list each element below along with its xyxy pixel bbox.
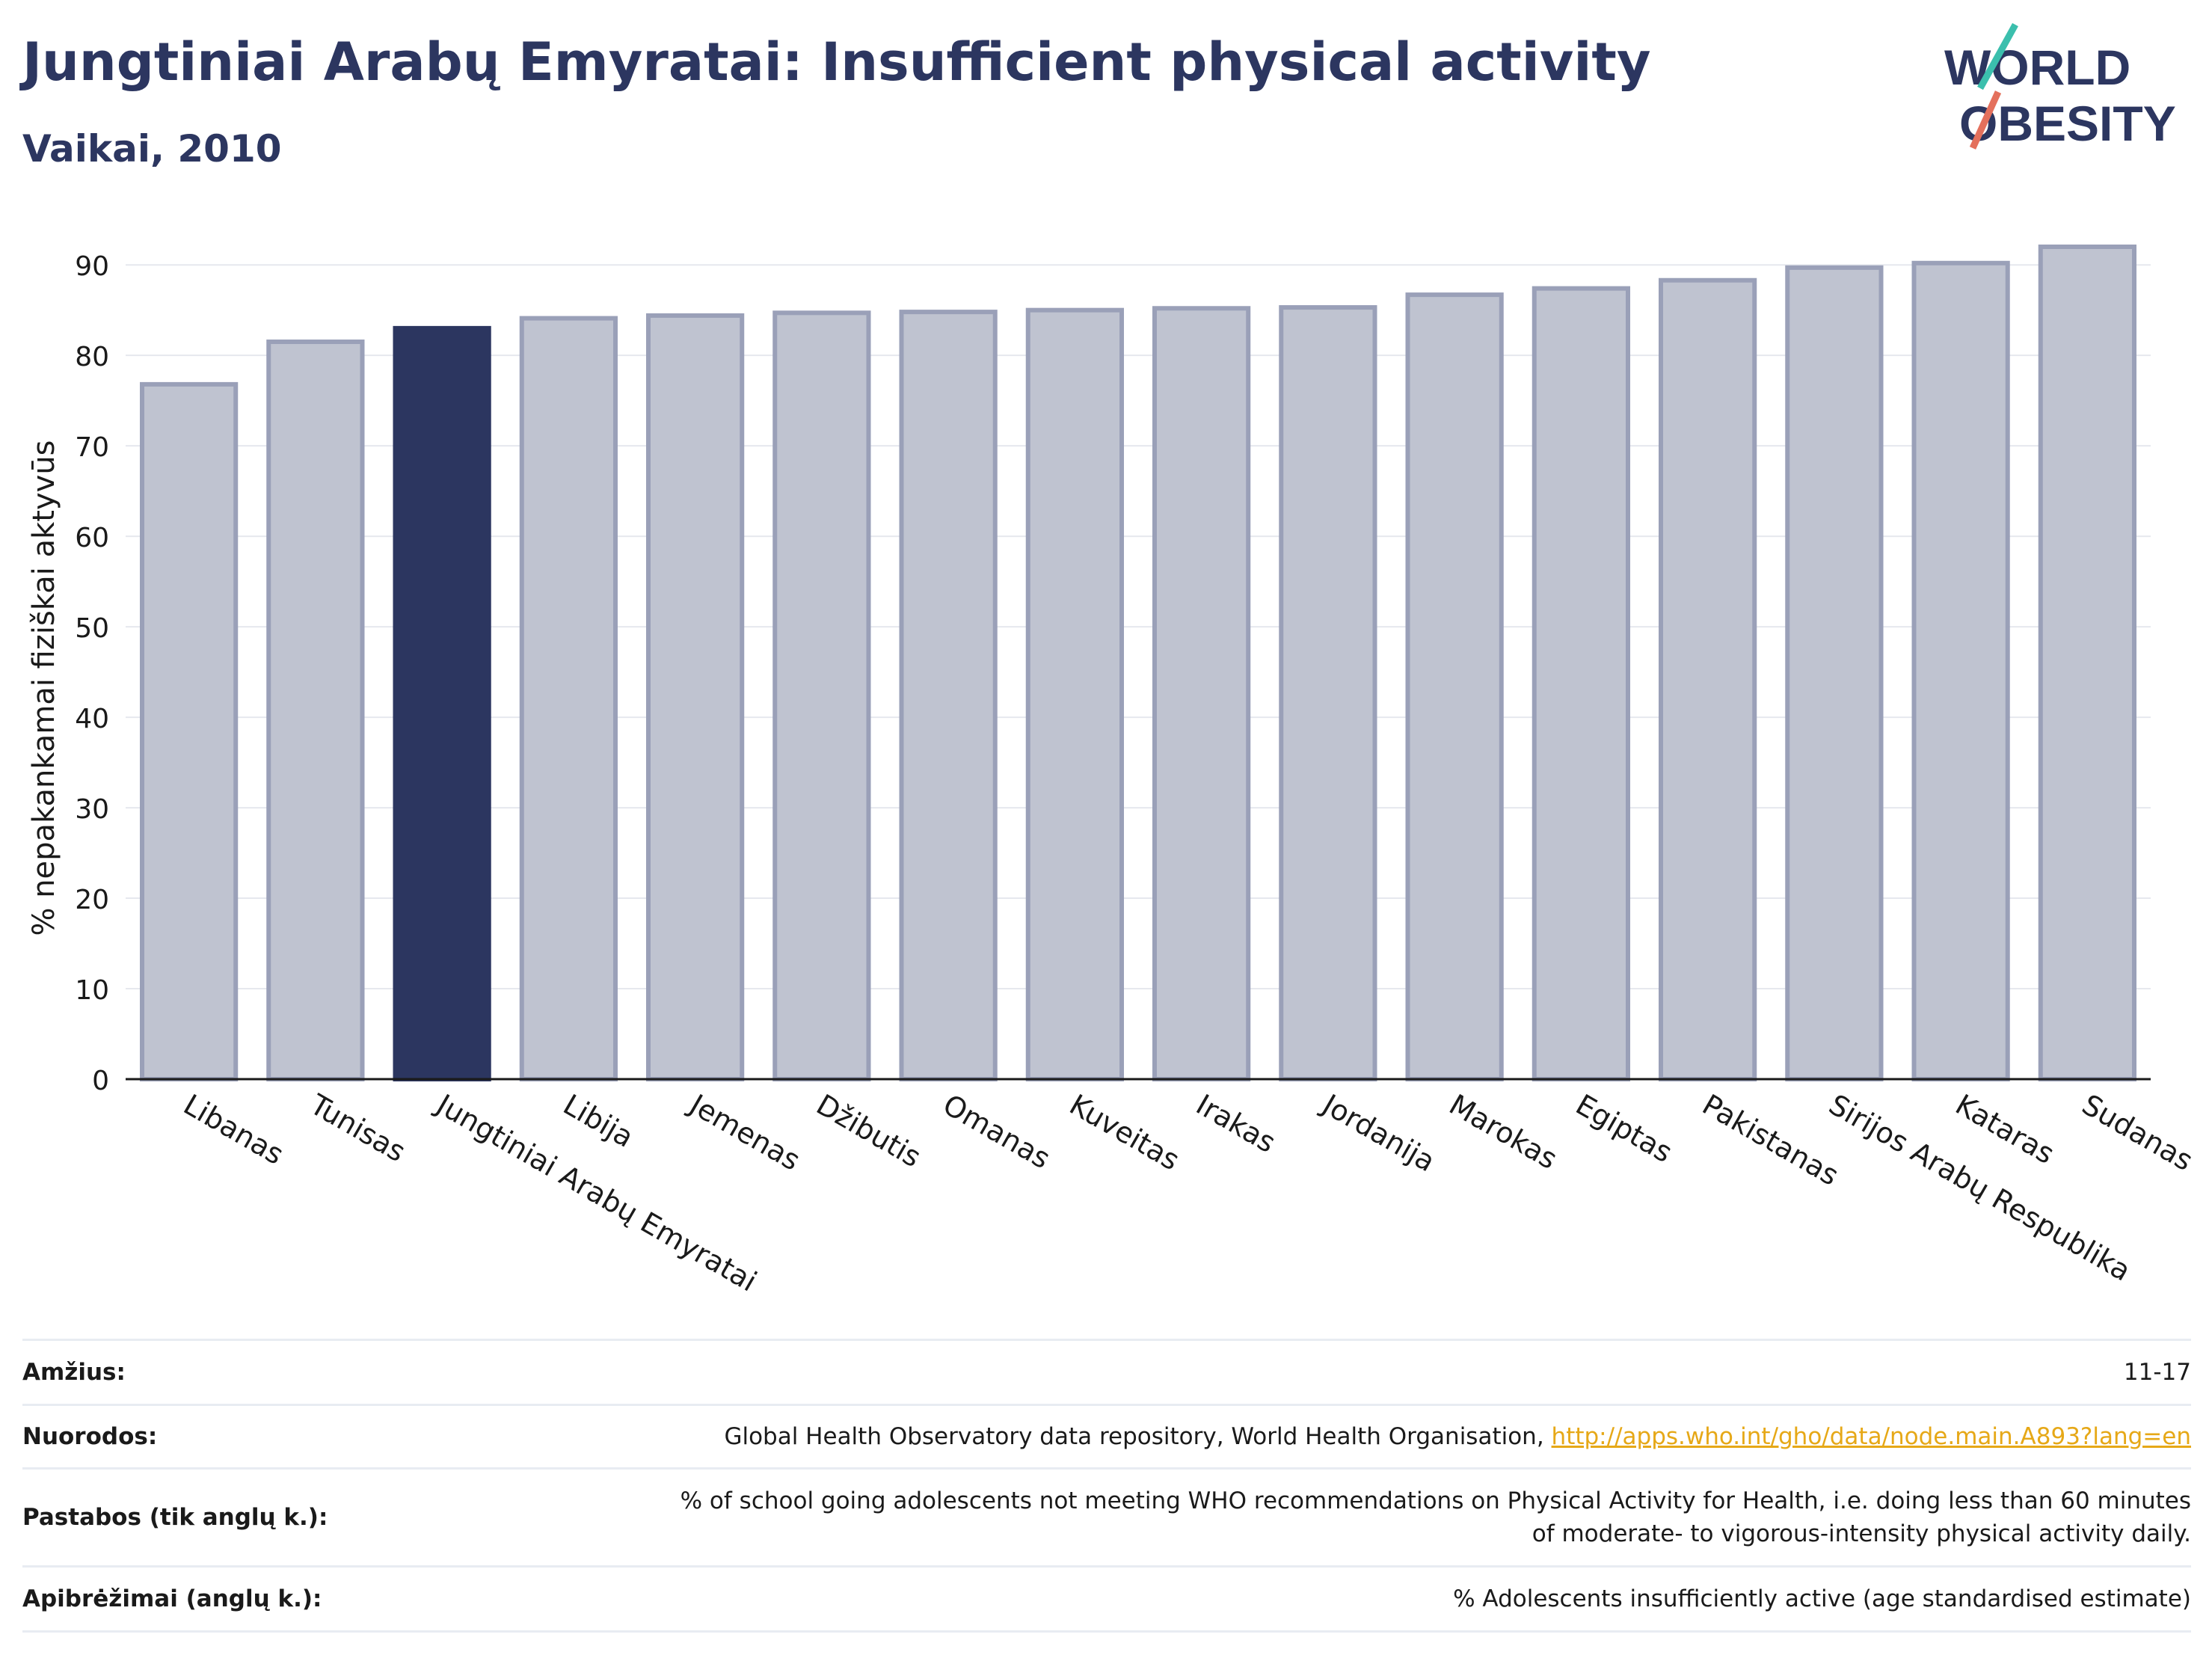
footer-label: Nuorodos: <box>22 1423 158 1450</box>
x-axis: Libanas Tunisas Jungtiniai Arabų EmyrataiL… <box>126 1078 2199 1298</box>
footer-row: Nuorodos: Global Health Observatory data … <box>22 1404 2191 1467</box>
x-tick-label: Jemenas <box>683 1087 805 1177</box>
footer-value: 11-17 <box>2123 1359 2191 1386</box>
bar-omanas <box>899 310 998 1081</box>
x-tick-label: Omanas <box>938 1088 1056 1176</box>
x-tick-label: Džibutis <box>811 1088 927 1174</box>
bar-tunisas <box>266 340 365 1081</box>
footer-label: Pastabos (tik anglų k.): <box>22 1504 328 1531</box>
x-tick-label: Kuveitas <box>1064 1088 1185 1177</box>
chart-title: Jungtiniai Arabų Emyratai: Insufficient … <box>22 31 1651 93</box>
footer-value: Global Health Observatory data repositor… <box>724 1423 2191 1450</box>
bar-sudanas <box>2038 245 2136 1081</box>
footer-label: Apibrėžimai (anglų k.): <box>22 1585 322 1612</box>
x-tick-label: Libanas <box>178 1088 289 1171</box>
bar-jungtiniai-arabų-emyratai <box>393 325 491 1081</box>
footer-bottom-rule <box>22 1630 2191 1633</box>
bar-džibutis <box>772 310 871 1082</box>
y-axis-label: % nepakankamai fiziškai aktyvūs <box>27 440 61 936</box>
logo-line1: WORLD <box>1944 40 2130 95</box>
bar-egiptas <box>1531 286 1630 1081</box>
y-tick-label: 60 <box>75 523 109 553</box>
bar-pakistanas <box>1659 277 1757 1081</box>
x-tick-label: Pakistanas <box>1697 1088 1844 1192</box>
y-axis: 0 10 20 30 40 50 60 70 80 90 <box>75 251 109 1096</box>
footer-row: Amžius: 11-17 <box>22 1339 2191 1404</box>
world-obesity-logo: WORLD OBESITY <box>1944 22 2176 151</box>
y-tick-label: 70 <box>75 432 109 463</box>
logo-slash-coral <box>1969 90 2002 150</box>
logo-slash-teal <box>1977 22 2018 90</box>
bar-kuveitas <box>1025 307 1124 1081</box>
x-tick-label: Sudanas <box>2077 1088 2199 1177</box>
x-tick-label: Jordanija <box>1316 1087 1441 1179</box>
footer-label: Amžius: <box>22 1359 126 1386</box>
x-tick-label: Libija <box>558 1088 639 1154</box>
y-tick-label: 30 <box>75 794 109 825</box>
footer-value: % Adolescents insufficiently active (age… <box>1453 1585 2191 1612</box>
bar-marokas <box>1405 292 1504 1081</box>
y-tick-label: 10 <box>75 975 109 1006</box>
bar-jordanija <box>1279 305 1377 1081</box>
footer-row: Pastabos (tik anglų k.): % of school goin… <box>22 1467 2191 1565</box>
bar-jemenas <box>646 313 745 1081</box>
x-tick-label: Kataras <box>1950 1088 2060 1170</box>
bar-chart: 0 10 20 30 40 50 60 70 80 90 Libanas Tunisas Jungti… <box>27 245 2199 1298</box>
bar-libija <box>519 316 618 1081</box>
y-tick-label: 40 <box>75 704 109 734</box>
x-tick-label: Egiptas <box>1570 1088 1678 1170</box>
bars <box>140 245 2136 1082</box>
chart-subtitle: Vaikai, 2010 <box>22 127 282 171</box>
x-tick-label: Tunisas <box>304 1087 411 1168</box>
y-tick-label: 0 <box>92 1066 109 1096</box>
bar-sirijos-arabų-respublika <box>1785 265 1884 1082</box>
footer-value: % of school going adolescents not meetin… <box>680 1487 2191 1547</box>
y-tick-label: 20 <box>75 885 109 915</box>
x-tick-label: Marokas <box>1444 1088 1563 1176</box>
y-tick-label: 80 <box>75 342 109 372</box>
y-tick-label: 50 <box>75 613 109 644</box>
footer-row: Apibrėžimai (anglų k.): % Adolescents ins… <box>22 1565 2191 1630</box>
footer-table: Amžius: 11-17 Nuorodos: Global Health Obser… <box>22 1339 2191 1633</box>
x-tick-label: Irakas <box>1191 1088 1281 1159</box>
bar-kataras <box>1911 260 2010 1081</box>
bar-irakas <box>1152 306 1251 1081</box>
source-link[interactable]: http://apps.who.int/gho/data/node.main.A… <box>1551 1423 2191 1450</box>
y-tick-label: 90 <box>75 251 109 282</box>
bar-libanas <box>140 381 239 1081</box>
